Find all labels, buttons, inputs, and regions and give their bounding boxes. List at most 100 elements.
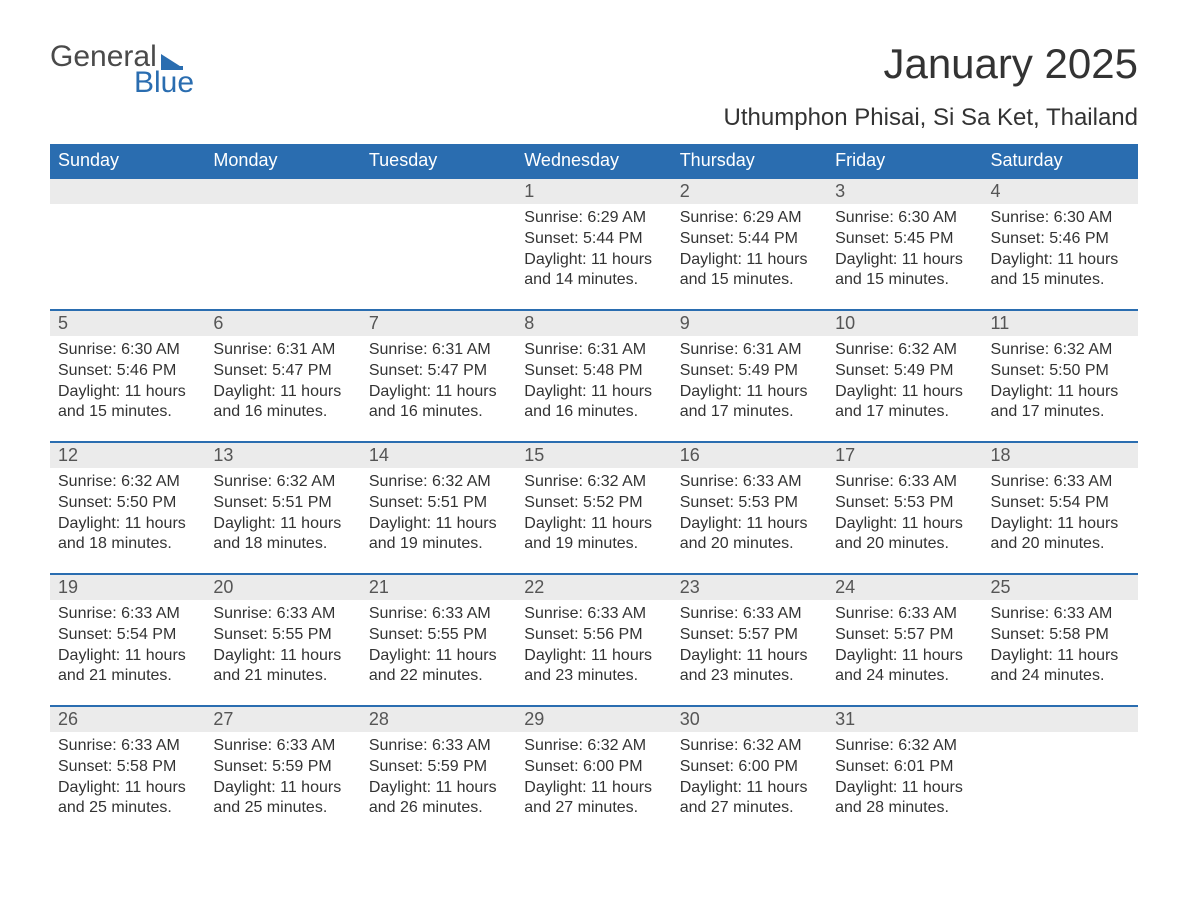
- weekday-header: Tuesday: [361, 144, 516, 178]
- sunrise-line: Sunrise: 6:33 AM: [991, 604, 1130, 625]
- daylight-line: Daylight: 11 hours and 27 minutes.: [680, 778, 819, 820]
- day-number: 18: [983, 443, 1138, 468]
- sunset-line: Sunset: 5:46 PM: [58, 361, 197, 382]
- calendar-day-cell: 13Sunrise: 6:32 AMSunset: 5:51 PMDayligh…: [205, 442, 360, 574]
- sunset-line: Sunset: 5:44 PM: [524, 229, 663, 250]
- day-number: 5: [50, 311, 205, 336]
- sunset-line: Sunset: 6:00 PM: [680, 757, 819, 778]
- calendar-day-cell: 15Sunrise: 6:32 AMSunset: 5:52 PMDayligh…: [516, 442, 671, 574]
- sunset-line: Sunset: 5:45 PM: [835, 229, 974, 250]
- calendar-day-cell: [983, 706, 1138, 838]
- day-body: Sunrise: 6:30 AMSunset: 5:46 PMDaylight:…: [983, 204, 1138, 303]
- calendar-day-cell: 27Sunrise: 6:33 AMSunset: 5:59 PMDayligh…: [205, 706, 360, 838]
- sunset-line: Sunset: 5:57 PM: [835, 625, 974, 646]
- calendar-day-cell: 8Sunrise: 6:31 AMSunset: 5:48 PMDaylight…: [516, 310, 671, 442]
- sunset-line: Sunset: 5:53 PM: [680, 493, 819, 514]
- daylight-line: Daylight: 11 hours and 17 minutes.: [680, 382, 819, 424]
- calendar-day-cell: 28Sunrise: 6:33 AMSunset: 5:59 PMDayligh…: [361, 706, 516, 838]
- sunset-line: Sunset: 5:53 PM: [835, 493, 974, 514]
- sunrise-line: Sunrise: 6:31 AM: [524, 340, 663, 361]
- day-number-empty: [983, 707, 1138, 732]
- day-body: Sunrise: 6:33 AMSunset: 5:53 PMDaylight:…: [827, 468, 982, 567]
- sunrise-line: Sunrise: 6:33 AM: [369, 604, 508, 625]
- calendar-day-cell: 29Sunrise: 6:32 AMSunset: 6:00 PMDayligh…: [516, 706, 671, 838]
- day-body: Sunrise: 6:32 AMSunset: 6:00 PMDaylight:…: [516, 732, 671, 831]
- day-number: 23: [672, 575, 827, 600]
- calendar-day-cell: 7Sunrise: 6:31 AMSunset: 5:47 PMDaylight…: [361, 310, 516, 442]
- calendar-day-cell: 22Sunrise: 6:33 AMSunset: 5:56 PMDayligh…: [516, 574, 671, 706]
- day-body: Sunrise: 6:29 AMSunset: 5:44 PMDaylight:…: [516, 204, 671, 303]
- day-body: Sunrise: 6:33 AMSunset: 5:59 PMDaylight:…: [361, 732, 516, 831]
- day-body: Sunrise: 6:33 AMSunset: 5:55 PMDaylight:…: [205, 600, 360, 699]
- day-number: 26: [50, 707, 205, 732]
- sunset-line: Sunset: 5:54 PM: [58, 625, 197, 646]
- sunset-line: Sunset: 5:50 PM: [991, 361, 1130, 382]
- sunset-line: Sunset: 5:59 PM: [369, 757, 508, 778]
- calendar-day-cell: 10Sunrise: 6:32 AMSunset: 5:49 PMDayligh…: [827, 310, 982, 442]
- weekday-header: Friday: [827, 144, 982, 178]
- daylight-line: Daylight: 11 hours and 24 minutes.: [835, 646, 974, 688]
- day-body: Sunrise: 6:30 AMSunset: 5:45 PMDaylight:…: [827, 204, 982, 303]
- daylight-line: Daylight: 11 hours and 18 minutes.: [58, 514, 197, 556]
- daylight-line: Daylight: 11 hours and 17 minutes.: [991, 382, 1130, 424]
- sunrise-line: Sunrise: 6:33 AM: [213, 604, 352, 625]
- calendar-day-cell: 6Sunrise: 6:31 AMSunset: 5:47 PMDaylight…: [205, 310, 360, 442]
- day-body: Sunrise: 6:32 AMSunset: 5:52 PMDaylight:…: [516, 468, 671, 567]
- sunset-line: Sunset: 5:44 PM: [680, 229, 819, 250]
- sunrise-line: Sunrise: 6:32 AM: [213, 472, 352, 493]
- day-body: Sunrise: 6:32 AMSunset: 6:01 PMDaylight:…: [827, 732, 982, 831]
- day-body: Sunrise: 6:33 AMSunset: 5:58 PMDaylight:…: [50, 732, 205, 831]
- daylight-line: Daylight: 11 hours and 19 minutes.: [369, 514, 508, 556]
- sunrise-line: Sunrise: 6:33 AM: [680, 472, 819, 493]
- calendar-day-cell: 23Sunrise: 6:33 AMSunset: 5:57 PMDayligh…: [672, 574, 827, 706]
- sunrise-line: Sunrise: 6:33 AM: [369, 736, 508, 757]
- sunset-line: Sunset: 5:49 PM: [680, 361, 819, 382]
- logo-flag-icon: [161, 54, 183, 68]
- calendar-week-row: 26Sunrise: 6:33 AMSunset: 5:58 PMDayligh…: [50, 706, 1138, 838]
- day-body: Sunrise: 6:33 AMSunset: 5:56 PMDaylight:…: [516, 600, 671, 699]
- day-number: 2: [672, 179, 827, 204]
- calendar-day-cell: 17Sunrise: 6:33 AMSunset: 5:53 PMDayligh…: [827, 442, 982, 574]
- sunset-line: Sunset: 5:47 PM: [369, 361, 508, 382]
- sunrise-line: Sunrise: 6:33 AM: [524, 604, 663, 625]
- sunrise-line: Sunrise: 6:33 AM: [835, 472, 974, 493]
- sunrise-line: Sunrise: 6:30 AM: [991, 208, 1130, 229]
- daylight-line: Daylight: 11 hours and 26 minutes.: [369, 778, 508, 820]
- day-number: 20: [205, 575, 360, 600]
- sunrise-line: Sunrise: 6:32 AM: [991, 340, 1130, 361]
- calendar-week-row: 1Sunrise: 6:29 AMSunset: 5:44 PMDaylight…: [50, 178, 1138, 310]
- day-body: Sunrise: 6:33 AMSunset: 5:58 PMDaylight:…: [983, 600, 1138, 699]
- day-body: Sunrise: 6:31 AMSunset: 5:47 PMDaylight:…: [205, 336, 360, 435]
- day-number: 1: [516, 179, 671, 204]
- day-number: 27: [205, 707, 360, 732]
- calendar-day-cell: 11Sunrise: 6:32 AMSunset: 5:50 PMDayligh…: [983, 310, 1138, 442]
- day-number-empty: [361, 179, 516, 204]
- daylight-line: Daylight: 11 hours and 16 minutes.: [369, 382, 508, 424]
- calendar-day-cell: [205, 178, 360, 310]
- calendar-day-cell: 16Sunrise: 6:33 AMSunset: 5:53 PMDayligh…: [672, 442, 827, 574]
- calendar-week-row: 12Sunrise: 6:32 AMSunset: 5:50 PMDayligh…: [50, 442, 1138, 574]
- day-body: Sunrise: 6:29 AMSunset: 5:44 PMDaylight:…: [672, 204, 827, 303]
- sunrise-line: Sunrise: 6:31 AM: [213, 340, 352, 361]
- day-number: 22: [516, 575, 671, 600]
- daylight-line: Daylight: 11 hours and 23 minutes.: [680, 646, 819, 688]
- day-body: Sunrise: 6:32 AMSunset: 5:51 PMDaylight:…: [205, 468, 360, 567]
- sunrise-line: Sunrise: 6:30 AM: [835, 208, 974, 229]
- day-body: Sunrise: 6:32 AMSunset: 5:51 PMDaylight:…: [361, 468, 516, 567]
- calendar-table: SundayMondayTuesdayWednesdayThursdayFrid…: [50, 144, 1138, 838]
- sunrise-line: Sunrise: 6:32 AM: [524, 472, 663, 493]
- daylight-line: Daylight: 11 hours and 16 minutes.: [213, 382, 352, 424]
- day-body: Sunrise: 6:33 AMSunset: 5:54 PMDaylight:…: [983, 468, 1138, 567]
- sunrise-line: Sunrise: 6:33 AM: [991, 472, 1130, 493]
- day-body: Sunrise: 6:33 AMSunset: 5:53 PMDaylight:…: [672, 468, 827, 567]
- sunrise-line: Sunrise: 6:33 AM: [213, 736, 352, 757]
- day-body: Sunrise: 6:32 AMSunset: 5:49 PMDaylight:…: [827, 336, 982, 435]
- calendar-day-cell: 3Sunrise: 6:30 AMSunset: 5:45 PMDaylight…: [827, 178, 982, 310]
- sunrise-line: Sunrise: 6:31 AM: [369, 340, 508, 361]
- sunset-line: Sunset: 5:57 PM: [680, 625, 819, 646]
- day-number: 24: [827, 575, 982, 600]
- day-number: 15: [516, 443, 671, 468]
- calendar-day-cell: 4Sunrise: 6:30 AMSunset: 5:46 PMDaylight…: [983, 178, 1138, 310]
- sunrise-line: Sunrise: 6:32 AM: [680, 736, 819, 757]
- sunrise-line: Sunrise: 6:31 AM: [680, 340, 819, 361]
